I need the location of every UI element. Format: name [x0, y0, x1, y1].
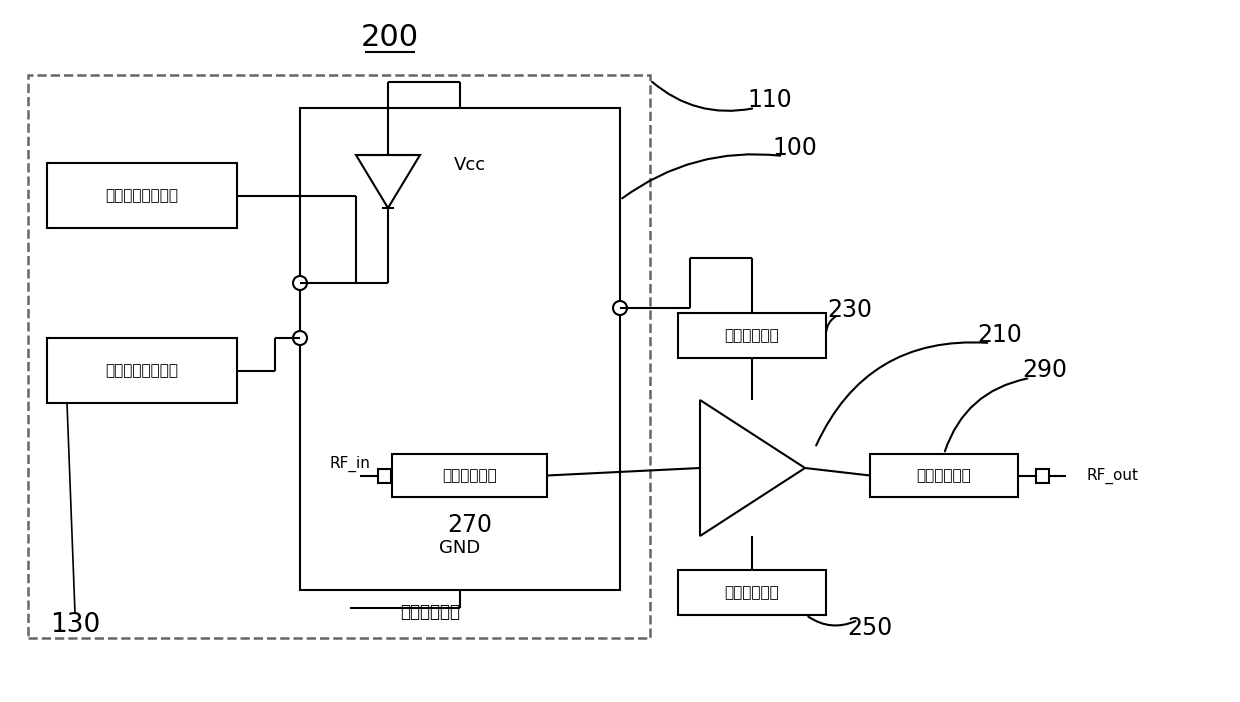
Text: 负压供电模块: 负压供电模块	[401, 603, 460, 621]
Text: GND: GND	[439, 539, 481, 557]
Text: 输出偏置网络: 输出偏置网络	[724, 585, 780, 600]
Circle shape	[613, 301, 627, 315]
Circle shape	[293, 276, 308, 290]
Text: 290: 290	[1023, 358, 1068, 382]
Text: RF_out: RF_out	[1086, 468, 1138, 484]
Bar	[678, 313, 826, 358]
Text: 200: 200	[361, 23, 419, 53]
Bar	[29, 75, 650, 638]
Bar	[300, 108, 620, 590]
Text: 输入偏置网络: 输入偏置网络	[724, 328, 780, 343]
Text: 110: 110	[748, 88, 792, 112]
Circle shape	[293, 331, 308, 345]
Text: Vcc: Vcc	[454, 156, 486, 174]
Text: 230: 230	[827, 298, 873, 322]
Text: 210: 210	[977, 323, 1023, 347]
Polygon shape	[701, 400, 805, 536]
Bar	[870, 454, 1018, 497]
Text: 270: 270	[446, 513, 492, 537]
Text: 第二负压偏置电路: 第二负压偏置电路	[105, 363, 179, 378]
Polygon shape	[356, 155, 420, 208]
Text: 输入匹配网络: 输入匹配网络	[443, 468, 497, 483]
Bar	[1035, 468, 1049, 482]
Bar	[392, 454, 547, 497]
Text: 输出匹配网络: 输出匹配网络	[916, 468, 971, 483]
Bar	[47, 163, 237, 228]
Bar	[47, 338, 237, 403]
Text: 100: 100	[773, 136, 817, 160]
Bar	[678, 570, 826, 615]
Text: 250: 250	[847, 616, 893, 640]
Bar	[378, 469, 391, 483]
Text: RF_in: RF_in	[330, 456, 371, 472]
Text: 130: 130	[50, 612, 100, 638]
Text: 第一负压偏置电路: 第一负压偏置电路	[105, 188, 179, 203]
